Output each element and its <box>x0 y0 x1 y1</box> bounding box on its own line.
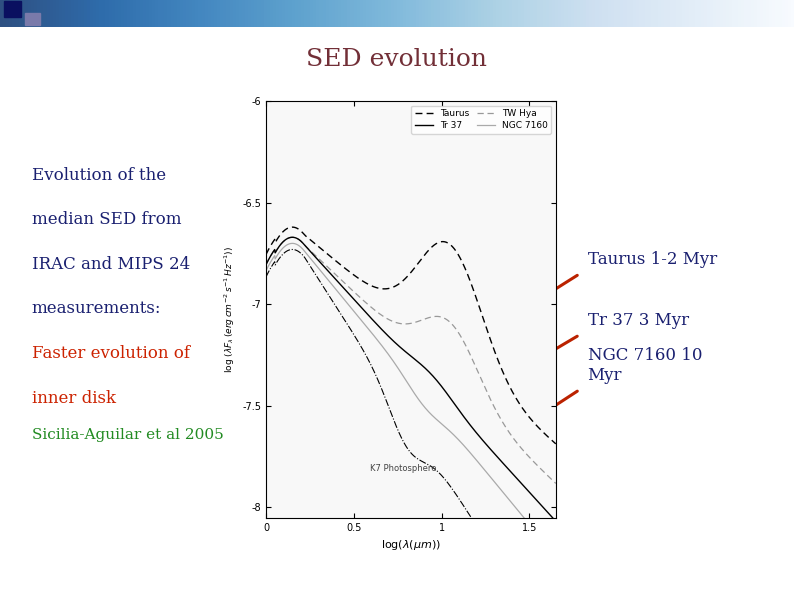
Text: IRAC and MIPS 24: IRAC and MIPS 24 <box>32 256 190 273</box>
Bar <box>25 13 40 26</box>
Text: Sicilia-Aguilar et al 2005: Sicilia-Aguilar et al 2005 <box>32 428 223 443</box>
Text: Evolution of the: Evolution of the <box>32 167 166 184</box>
Text: SED evolution: SED evolution <box>306 48 488 71</box>
Bar <box>4 1 21 17</box>
Text: Taurus 1-2 Myr: Taurus 1-2 Myr <box>588 251 717 268</box>
Text: measurements:: measurements: <box>32 300 161 318</box>
Text: Faster evolution of: Faster evolution of <box>32 345 190 362</box>
Text: median SED from: median SED from <box>32 211 181 228</box>
Text: Tr 37 3 Myr: Tr 37 3 Myr <box>588 312 688 329</box>
Text: inner disk: inner disk <box>32 390 116 407</box>
X-axis label: $\log(\lambda(\mu m))$: $\log(\lambda(\mu m))$ <box>381 538 441 552</box>
Text: NGC 7160 10
Myr: NGC 7160 10 Myr <box>588 347 702 384</box>
Y-axis label: $\log\,(\lambda F_\lambda\,(erg\,cm^{-2}\,s^{-1}\,Hz^{-1}))$: $\log\,(\lambda F_\lambda\,(erg\,cm^{-2}… <box>222 246 237 373</box>
Text: K7 Photosphere: K7 Photosphere <box>370 464 436 473</box>
Legend: Taurus, Tr 37, TW Hya, NGC 7160: Taurus, Tr 37, TW Hya, NGC 7160 <box>411 106 551 134</box>
